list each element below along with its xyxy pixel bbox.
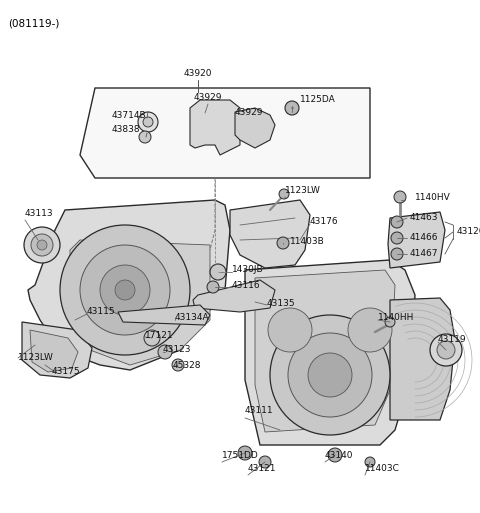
- Text: 43113: 43113: [25, 209, 54, 218]
- Text: (081119-): (081119-): [8, 18, 60, 28]
- Text: 43714B: 43714B: [112, 111, 146, 121]
- Polygon shape: [22, 322, 92, 378]
- Circle shape: [207, 281, 219, 293]
- Circle shape: [210, 264, 226, 280]
- Text: 43120: 43120: [457, 227, 480, 236]
- Text: 11403C: 11403C: [365, 464, 400, 473]
- Text: 43838: 43838: [112, 126, 141, 134]
- Circle shape: [80, 245, 170, 335]
- Text: 43111: 43111: [245, 406, 274, 415]
- Circle shape: [172, 359, 184, 371]
- Circle shape: [308, 353, 352, 397]
- Circle shape: [60, 225, 190, 355]
- Polygon shape: [80, 88, 370, 178]
- Circle shape: [430, 334, 462, 366]
- Text: 1140HH: 1140HH: [378, 313, 414, 323]
- Text: 1140HV: 1140HV: [415, 193, 451, 203]
- Text: 43929: 43929: [235, 108, 264, 117]
- Text: 17121: 17121: [145, 330, 174, 340]
- Text: 11403B: 11403B: [290, 238, 325, 247]
- Circle shape: [385, 317, 395, 327]
- Circle shape: [288, 333, 372, 417]
- Circle shape: [144, 330, 160, 346]
- Text: 41467: 41467: [410, 248, 439, 258]
- Text: 43119: 43119: [438, 336, 467, 345]
- Circle shape: [270, 315, 390, 435]
- Circle shape: [138, 112, 158, 132]
- Text: 43121: 43121: [248, 464, 276, 473]
- Polygon shape: [30, 330, 78, 372]
- Text: 1751DD: 1751DD: [222, 451, 259, 460]
- Circle shape: [31, 234, 53, 256]
- Circle shape: [279, 189, 289, 199]
- Circle shape: [391, 232, 403, 244]
- Circle shape: [139, 131, 151, 143]
- Polygon shape: [390, 298, 455, 420]
- Text: 43929: 43929: [194, 93, 222, 102]
- Circle shape: [437, 341, 455, 359]
- Text: 43123: 43123: [163, 345, 192, 354]
- Polygon shape: [118, 305, 210, 325]
- Text: 41466: 41466: [410, 232, 439, 242]
- Circle shape: [238, 446, 252, 460]
- Circle shape: [100, 265, 150, 315]
- Text: 43115: 43115: [87, 307, 116, 317]
- Polygon shape: [28, 200, 230, 370]
- Text: 1123LW: 1123LW: [285, 186, 321, 195]
- Circle shape: [268, 308, 312, 352]
- Text: 43116: 43116: [232, 281, 261, 289]
- Text: 1123LW: 1123LW: [18, 353, 54, 363]
- Polygon shape: [388, 212, 445, 268]
- Circle shape: [285, 101, 299, 115]
- Text: 41463: 41463: [410, 212, 439, 222]
- Circle shape: [328, 448, 342, 462]
- Polygon shape: [70, 240, 210, 365]
- Polygon shape: [193, 280, 275, 312]
- Polygon shape: [235, 108, 275, 148]
- Circle shape: [259, 456, 271, 468]
- Text: 43175: 43175: [52, 367, 81, 377]
- Circle shape: [365, 457, 375, 467]
- Circle shape: [37, 240, 47, 250]
- Circle shape: [143, 117, 153, 127]
- Circle shape: [391, 216, 403, 228]
- Text: 43140: 43140: [325, 451, 353, 460]
- Polygon shape: [230, 200, 310, 268]
- Text: 1125DA: 1125DA: [300, 95, 336, 104]
- Text: 1430JB: 1430JB: [232, 266, 264, 274]
- Polygon shape: [245, 260, 415, 445]
- Text: 43176: 43176: [310, 218, 338, 227]
- Polygon shape: [255, 270, 395, 432]
- Text: 43135: 43135: [267, 299, 296, 307]
- Circle shape: [391, 248, 403, 260]
- Text: 43134A: 43134A: [175, 313, 210, 323]
- Polygon shape: [190, 100, 240, 155]
- Text: 43920: 43920: [184, 69, 212, 78]
- Circle shape: [115, 280, 135, 300]
- Circle shape: [394, 191, 406, 203]
- Circle shape: [24, 227, 60, 263]
- Circle shape: [348, 308, 392, 352]
- Text: 45328: 45328: [173, 361, 202, 369]
- Circle shape: [277, 237, 289, 249]
- Circle shape: [158, 345, 172, 359]
